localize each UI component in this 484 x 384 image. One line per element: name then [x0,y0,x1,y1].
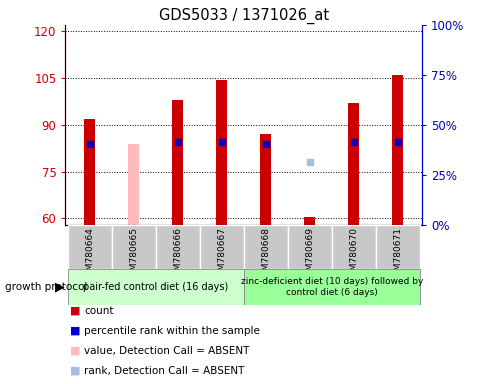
Text: GSM780665: GSM780665 [129,227,138,282]
Bar [243,225,287,269]
Text: rank, Detection Call = ABSENT: rank, Detection Call = ABSENT [84,366,244,376]
Bar [392,75,402,225]
Bar [243,269,419,305]
Bar [260,134,271,225]
Text: count: count [84,306,113,316]
Text: ▶: ▶ [55,281,64,293]
Text: ■: ■ [70,306,81,316]
Text: pair-fed control diet (16 days): pair-fed control diet (16 days) [83,282,228,292]
Bar [172,100,183,225]
Bar [287,225,331,269]
Bar [348,103,359,225]
Bar [68,269,243,305]
Bar [68,225,111,269]
Bar [375,225,419,269]
Text: GSM780668: GSM780668 [261,227,270,282]
Bar [111,225,155,269]
Bar [331,225,375,269]
Text: ■: ■ [70,346,81,356]
Text: GSM780670: GSM780670 [348,227,358,282]
Bar [155,225,199,269]
Text: GSM780664: GSM780664 [85,227,94,282]
Bar [199,225,243,269]
Text: zinc-deficient diet (10 days) followed by
control diet (6 days): zinc-deficient diet (10 days) followed b… [240,277,422,297]
Title: GDS5033 / 1371026_at: GDS5033 / 1371026_at [158,7,328,23]
Bar [303,217,315,225]
Text: GSM780671: GSM780671 [393,227,401,282]
Text: ■: ■ [70,366,81,376]
Text: percentile rank within the sample: percentile rank within the sample [84,326,259,336]
Bar [128,144,139,225]
Text: GSM780669: GSM780669 [304,227,314,282]
Text: ■: ■ [70,326,81,336]
Text: GSM780666: GSM780666 [173,227,182,282]
Text: GSM780667: GSM780667 [217,227,226,282]
Text: value, Detection Call = ABSENT: value, Detection Call = ABSENT [84,346,249,356]
Bar [216,79,227,225]
Text: growth protocol: growth protocol [5,282,87,292]
Bar [84,119,95,225]
